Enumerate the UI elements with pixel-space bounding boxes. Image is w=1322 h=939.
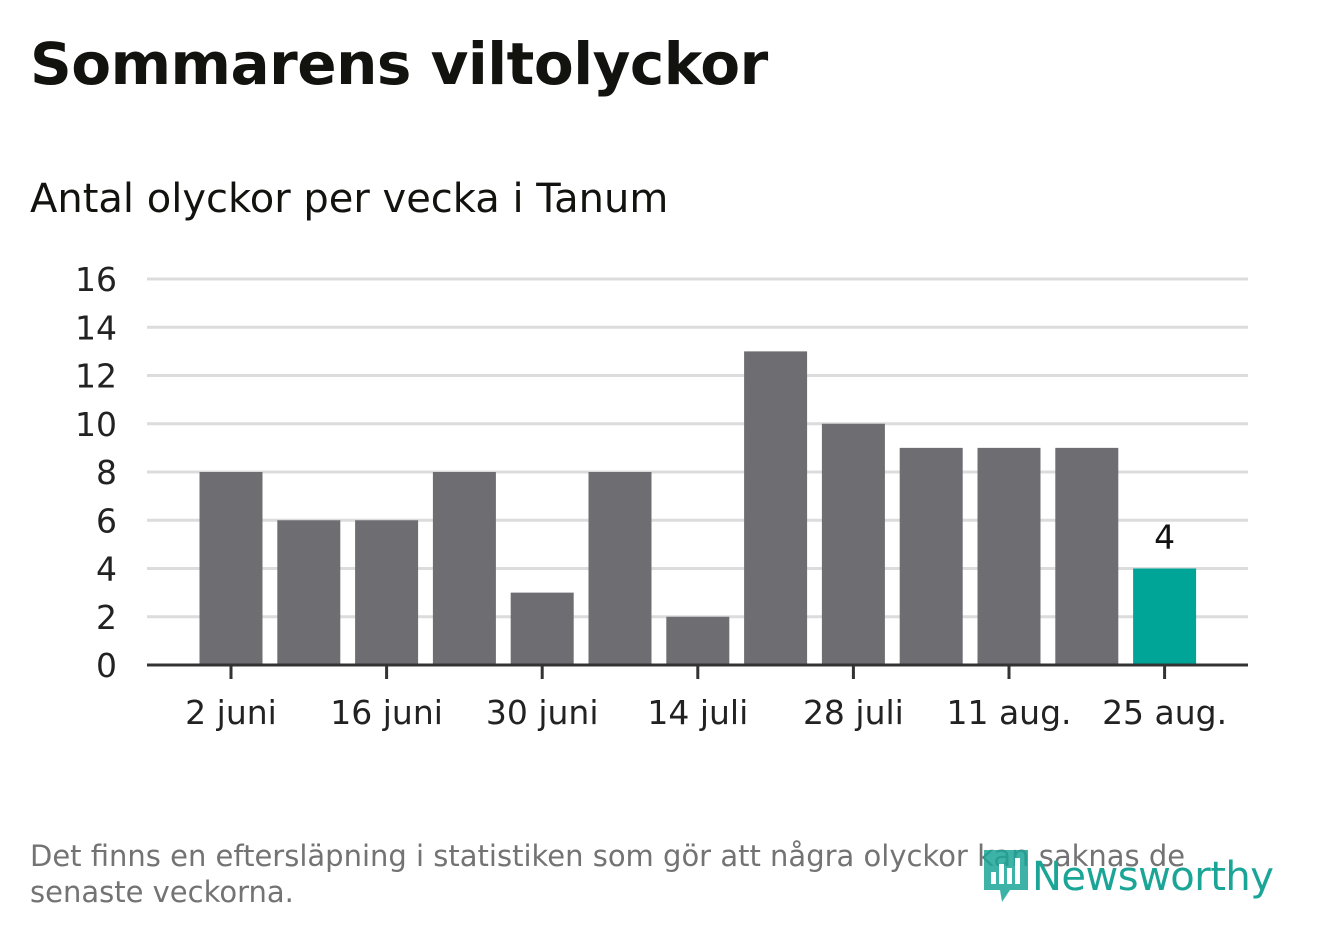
y-tick-label: 10	[75, 405, 117, 444]
chart-subtitle: Antal olyckor per vecka i Tanum	[30, 176, 669, 222]
newsworthy-logo[interactable]: Newsworthy	[980, 846, 1274, 908]
y-tick-label: 16	[75, 260, 117, 299]
x-tick-label: 2 juni	[185, 693, 277, 732]
bar	[666, 616, 730, 665]
y-tick-label: 2	[96, 598, 117, 637]
x-tick-label: 30 juni	[486, 693, 599, 732]
bar	[1133, 568, 1197, 665]
x-tick-label: 28 juli	[803, 693, 904, 732]
bar-chart: 0 2 4 6 8 10 12 14 16 4 2 juni 16 juni 30 juni 14 j…	[75, 260, 1248, 732]
x-tick-label: 11 aug.	[946, 693, 1071, 732]
bar	[821, 423, 885, 665]
newsworthy-logo-icon	[984, 850, 1028, 902]
newsworthy-logo-text: Newsworthy	[1032, 854, 1274, 900]
bar	[277, 520, 341, 665]
y-tick-label: 14	[75, 308, 117, 347]
x-tick-label: 16 juni	[330, 693, 443, 732]
x-axis: 2 juni 16 juni 30 juni 14 juli 28 juli 11 aug…	[147, 663, 1248, 732]
y-tick-label: 0	[96, 646, 117, 685]
data-labels: 4	[1154, 518, 1175, 557]
bar	[510, 592, 574, 665]
x-tick-label: 14 juli	[647, 693, 748, 732]
y-tick-label: 4	[96, 550, 117, 589]
bars	[199, 351, 1197, 665]
bar	[432, 472, 496, 665]
x-tick-label: 25 aug.	[1102, 693, 1227, 732]
bar	[355, 520, 419, 665]
chart-title: Sommarens viltolyckor	[30, 30, 768, 98]
bar	[744, 351, 808, 665]
y-tick-label: 6	[96, 501, 117, 540]
bar	[588, 472, 652, 665]
y-tick-label: 12	[75, 357, 117, 396]
bar	[977, 447, 1041, 665]
data-label: 4	[1154, 518, 1175, 557]
y-axis-ticks: 0 2 4 6 8 10 12 14 16	[75, 260, 117, 685]
bar	[899, 447, 963, 665]
bar	[199, 472, 263, 665]
bar	[1055, 447, 1119, 665]
y-tick-label: 8	[96, 453, 117, 492]
